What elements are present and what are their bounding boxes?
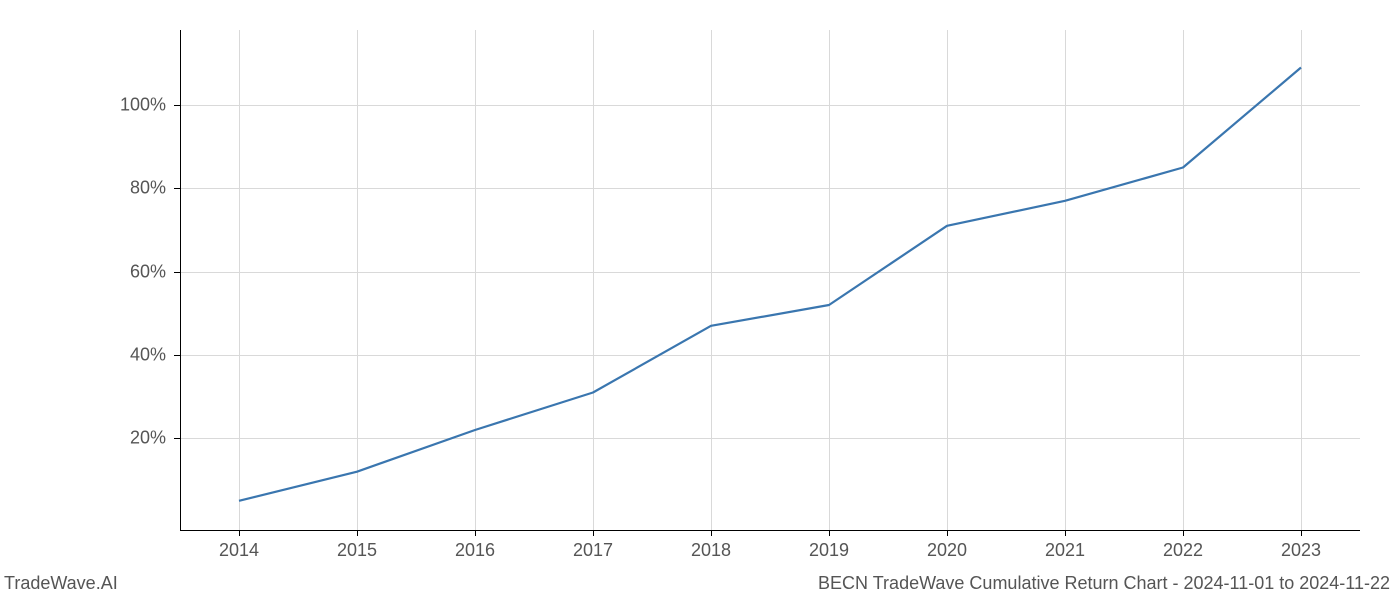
x-tick-label: 2023 (1281, 540, 1321, 561)
y-tick-label: 100% (120, 95, 166, 116)
footer-left-text: TradeWave.AI (4, 573, 118, 594)
x-tick-label: 2020 (927, 540, 967, 561)
x-tick-label: 2022 (1163, 540, 1203, 561)
x-tick-label: 2014 (219, 540, 259, 561)
x-tick-label: 2018 (691, 540, 731, 561)
x-axis-line (180, 530, 1360, 531)
x-tick-label: 2016 (455, 540, 495, 561)
x-tick-label: 2019 (809, 540, 849, 561)
line-series (239, 68, 1301, 501)
plot-area: 2014201520162017201820192020202120222023… (180, 30, 1360, 530)
footer-right-text: BECN TradeWave Cumulative Return Chart -… (818, 573, 1390, 594)
y-tick-label: 60% (130, 261, 166, 282)
x-tick-label: 2021 (1045, 540, 1085, 561)
y-tick-label: 20% (130, 428, 166, 449)
x-tick-label: 2017 (573, 540, 613, 561)
chart-container: 2014 2015 2016 2017 2018 2019 2020 2021 2022 2023… (0, 0, 1400, 600)
y-tick-label: 40% (130, 345, 166, 366)
chart-svg (180, 30, 1360, 530)
y-tick-label: 80% (130, 178, 166, 199)
x-tick-label: 2015 (337, 540, 377, 561)
